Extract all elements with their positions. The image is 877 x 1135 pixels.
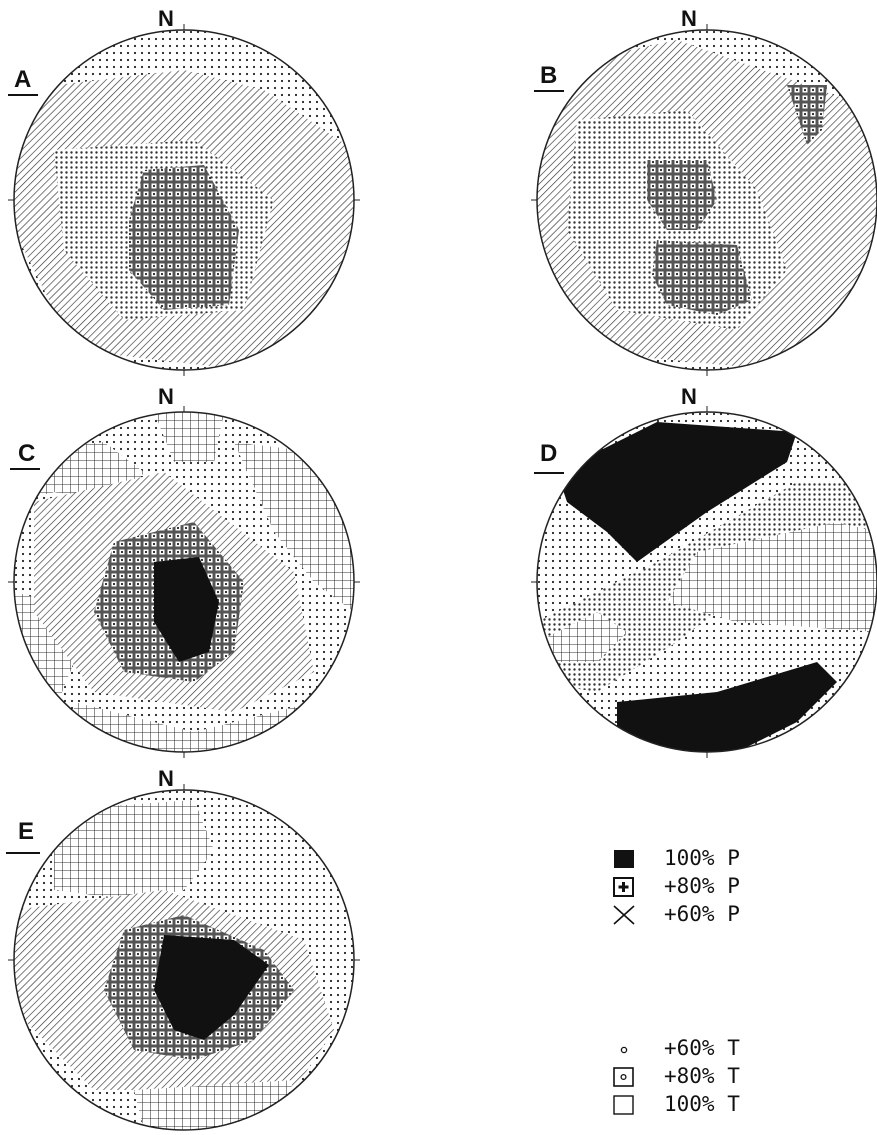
boxed-plus-icon bbox=[613, 877, 634, 897]
region-80p-lower bbox=[652, 240, 752, 315]
legend-label-100p: 100% P bbox=[664, 846, 740, 870]
legend-label-100t: 100% T bbox=[664, 1092, 740, 1116]
legend-item-100p: 100% P bbox=[612, 846, 832, 872]
small-circle-icon bbox=[620, 1046, 628, 1054]
letter-underline-e bbox=[6, 852, 40, 854]
letter-underline-b bbox=[534, 90, 564, 92]
north-label-b: N bbox=[681, 6, 697, 31]
panel-letter-e: E bbox=[18, 818, 35, 845]
stereonet-c bbox=[8, 406, 360, 758]
legend-item-60p: +60% P bbox=[612, 902, 832, 928]
legend-item-80p: +80% P bbox=[612, 874, 832, 900]
region-100p bbox=[154, 557, 219, 662]
region-80t-north bbox=[54, 800, 214, 900]
stereonet-d bbox=[531, 406, 877, 758]
boxed-dot-icon bbox=[613, 1067, 634, 1087]
stereonet-panel-b bbox=[531, 24, 877, 376]
panel-letter-b: B bbox=[540, 62, 558, 89]
legend-item-80t: +80% T bbox=[612, 1064, 832, 1090]
region-80p-ne bbox=[787, 85, 827, 145]
letter-underline-a bbox=[8, 94, 38, 96]
panel-letter-c: C bbox=[18, 440, 36, 467]
legend-label-60p: +60% P bbox=[664, 902, 740, 926]
stereonet-e bbox=[8, 784, 360, 1131]
legend-label-80p: +80% P bbox=[664, 874, 740, 898]
region-100p-north bbox=[557, 422, 797, 562]
region-80t-west bbox=[537, 612, 627, 662]
letter-underline-d bbox=[534, 472, 564, 474]
north-label-a: N bbox=[158, 6, 174, 31]
legend-item-60t: +60% T bbox=[612, 1036, 832, 1062]
region-100p-south bbox=[617, 662, 837, 752]
stereonet-panel-c bbox=[8, 406, 360, 758]
open-square-icon bbox=[613, 1095, 634, 1115]
region-80t-north bbox=[154, 412, 224, 462]
legend-label-60t: +60% T bbox=[664, 1036, 740, 1060]
region-80p-upper bbox=[647, 160, 717, 230]
solid-black-square-icon bbox=[614, 850, 634, 868]
north-label-d: N bbox=[681, 384, 697, 409]
x-cross-icon bbox=[613, 905, 635, 925]
letter-underline-c bbox=[10, 468, 40, 470]
legend-label-80t: +80% T bbox=[664, 1064, 740, 1088]
stereonet-a bbox=[8, 24, 360, 376]
stereonet-panel-a bbox=[8, 24, 360, 376]
legend-item-100t: 100% T bbox=[612, 1092, 832, 1118]
region-80p bbox=[129, 165, 239, 310]
region-80t bbox=[667, 522, 877, 632]
stereonet-panel-d bbox=[531, 406, 877, 758]
stereonet-b bbox=[531, 24, 877, 376]
panel-letter-a: A bbox=[14, 66, 32, 93]
north-label-c: N bbox=[158, 384, 174, 409]
north-label-e: N bbox=[158, 766, 174, 791]
stereonet-panel-e bbox=[8, 784, 360, 1135]
panel-letter-d: D bbox=[540, 440, 558, 467]
region-100p bbox=[154, 935, 269, 1040]
